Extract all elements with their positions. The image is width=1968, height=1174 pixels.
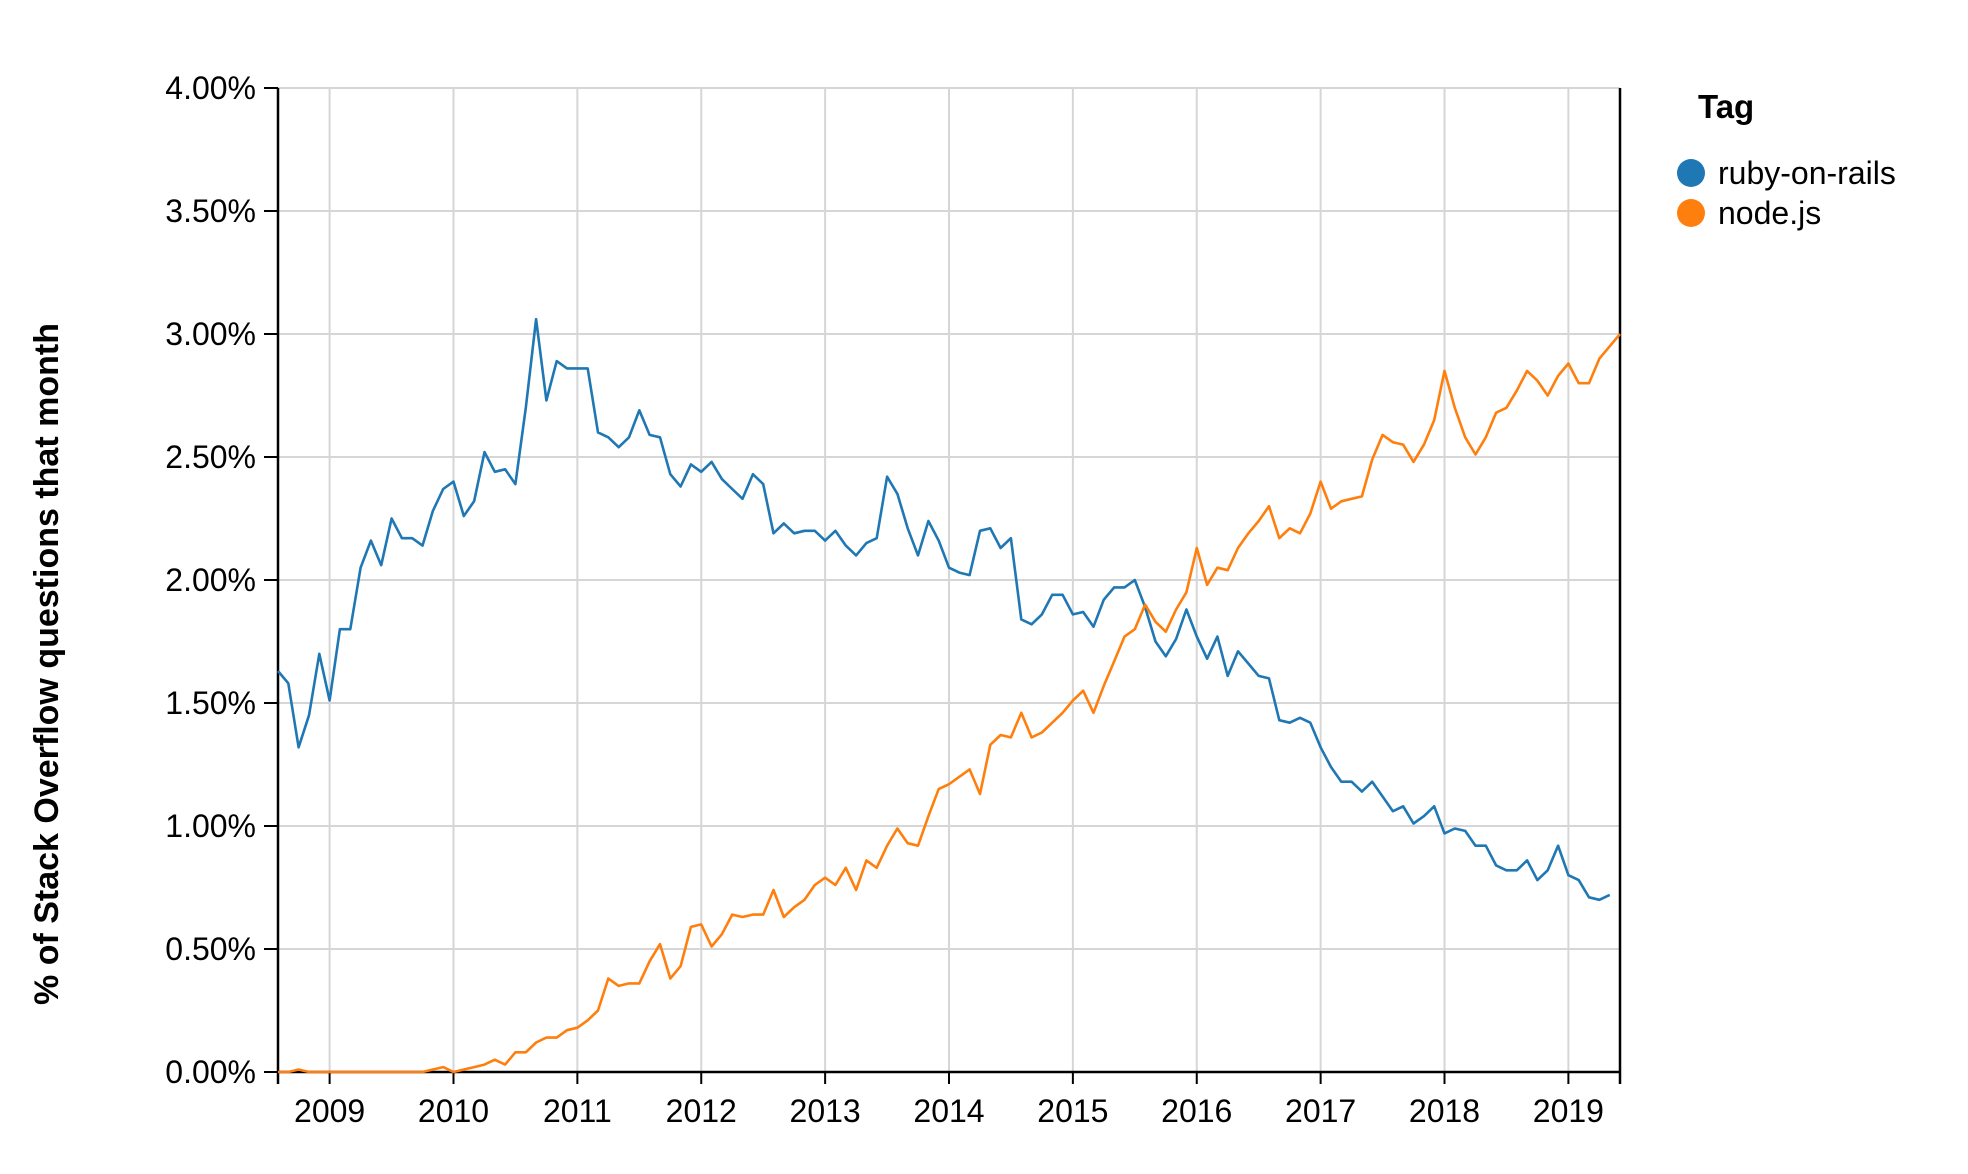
x-tick-label: 2015 — [1037, 1093, 1108, 1129]
x-tick-label: 2012 — [666, 1093, 737, 1129]
legend-swatch — [1677, 159, 1705, 187]
y-tick-label: 1.50% — [165, 685, 256, 721]
series-line-ruby-on-rails — [277, 317, 1611, 902]
x-tick-label: 2014 — [913, 1093, 984, 1129]
x-tick-label: 2018 — [1409, 1093, 1480, 1129]
y-axis-title: % of Stack Overflow questions that month — [28, 323, 66, 1005]
legend-title: Tag — [1698, 88, 1754, 125]
y-tick-label: 4.00% — [165, 70, 256, 106]
series-lines — [277, 317, 1621, 1074]
x-tick-label: 2011 — [543, 1093, 612, 1129]
x-tick-label: 2013 — [790, 1093, 861, 1129]
x-tick-label: 2009 — [294, 1093, 365, 1129]
x-tick-label: 2017 — [1285, 1093, 1356, 1129]
y-tick-label: 2.50% — [165, 439, 256, 475]
legend-label: ruby-on-rails — [1718, 155, 1896, 191]
y-tick-label: 3.00% — [165, 316, 256, 352]
axes: 0.00% 0.50% 1.00% 1.50% 2.00% 2.50% 3.00% 3.50%… — [165, 70, 1622, 1129]
x-tick-label: 2019 — [1533, 1093, 1604, 1129]
y-tick-label: 3.50% — [165, 193, 256, 229]
x-tick-label: 2010 — [418, 1093, 489, 1129]
legend: Tag ruby-on-rails node.js — [1677, 88, 1896, 231]
y-tick-label: 0.50% — [165, 931, 256, 967]
legend-swatch — [1677, 199, 1705, 227]
series-line-node-js — [278, 333, 1621, 1074]
legend-label: node.js — [1718, 195, 1821, 231]
y-tick-label: 0.00% — [165, 1054, 256, 1090]
x-tick-label: 2016 — [1161, 1093, 1232, 1129]
y-tick-label: 2.00% — [165, 562, 256, 598]
y-tick-label: 1.00% — [165, 808, 256, 844]
grid-lines — [278, 87, 1620, 1072]
